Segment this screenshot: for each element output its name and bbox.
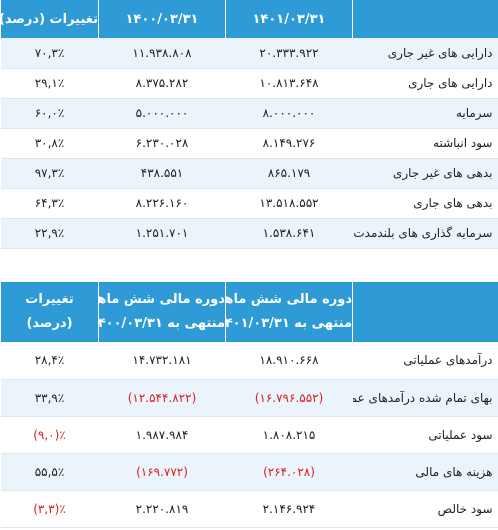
row-label: سود عملیاتی: [352, 416, 498, 454]
income-header-1401: دوره مالی شش ماهه منتهی به ۱۴۰۱/۰۳/۳۱: [225, 282, 353, 342]
balance-row: دارایی های غیر جاری ۲۰.۳۳۳.۹۲۲ ۱۱.۹۳۸.۸۰۸ ۷…: [0, 38, 498, 69]
value-1401: ۱.۸۰۸.۲۱۵: [225, 416, 353, 454]
balance-row: سرمایه گذاری های بلندمدت ۱.۵۳۸.۶۴۱ ۱.۲۵۱.۷…: [0, 218, 498, 249]
row-label: سود خالص: [352, 490, 498, 528]
balance-row: بدهی های جاری ۱۳.۵۱۸.۵۵۲ ۸.۲۲۶.۱۶۰ ۶۴,۳٪: [0, 188, 498, 219]
balance-row: سود انباشته ۸.۱۴۹.۲۷۶ ۶.۲۳۰.۰۲۸ ۳۰,۸٪: [0, 128, 498, 159]
income-header-label: [352, 282, 498, 342]
balance-row: دارایی های جاری ۱۰.۸۱۳.۶۴۸ ۸.۳۷۵.۲۸۲ ۲۹,۱٪: [0, 68, 498, 99]
income-header-1400: دوره مالی شش ماهه منتهی به ۱۴۰۰/۰۳/۳۱: [98, 282, 226, 342]
row-label: سود انباشته: [352, 128, 498, 159]
row-label: هزینه های مالی: [352, 453, 498, 491]
change-percent: ۲۸,۴٪: [0, 342, 99, 380]
row-label: دارایی های جاری: [352, 68, 498, 99]
value-1400: ۸.۳۷۵.۲۸۲: [98, 68, 226, 99]
row-label: بدهی های جاری: [352, 188, 498, 219]
change-percent: ۲۹,۱٪: [0, 68, 99, 99]
value-1401: ۱.۵۳۸.۶۴۱: [225, 218, 353, 249]
change-percent: ۷۰,۳٪: [0, 38, 99, 69]
value-1401: ۱۳.۵۱۸.۵۵۲: [225, 188, 353, 219]
income-row: سود عملیاتی ۱.۸۰۸.۲۱۵ ۱.۹۸۷.۹۸۴ (۹,۰)٪: [0, 416, 498, 454]
value-1401: ۸.۰۰۰.۰۰۰: [225, 98, 353, 129]
income-row: هزینه های مالی (۲۶۴.۰۲۸) (۱۶۹.۷۷۲) ۵۵,۵٪: [0, 453, 498, 491]
income-statement-table: دوره مالی شش ماهه منتهی به ۱۴۰۱/۰۳/۳۱ دو…: [0, 282, 498, 528]
value-1400: (۱۶۹.۷۷۲): [98, 453, 226, 491]
value-1400: ۱۱.۹۳۸.۸۰۸: [98, 38, 226, 69]
income-row: سود خالص ۲.۱۴۶.۹۲۴ ۲.۲۲۰.۸۱۹ (۳,۳)٪: [0, 490, 498, 528]
income-header-1401-line2: منتهی به ۱۴۰۱/۰۳/۳۱: [225, 316, 352, 331]
row-label: دارایی های غیر جاری: [352, 38, 498, 69]
change-percent: ۳۰,۸٪: [0, 128, 99, 159]
income-header-change-line1: تغییرات: [25, 292, 74, 307]
row-label: سرمایه گذاری های بلندمدت: [352, 218, 498, 249]
change-percent: (۹,۰)٪: [0, 416, 99, 454]
income-row: بهای تمام شده درآمدهای عملیاتی(۱۶.۷۹۶.۵۵…: [0, 379, 498, 417]
income-header-1400-line2: منتهی به ۱۴۰۰/۰۳/۳۱: [98, 316, 225, 331]
change-percent: (۳,۳)٪: [0, 490, 99, 528]
balance-header-label: [352, 0, 498, 38]
value-1401: (۲۶۴.۰۲۸): [225, 453, 353, 491]
income-header-change: تغییرات (درصد): [0, 282, 99, 342]
balance-row: سرمایه ۸.۰۰۰.۰۰۰ ۵.۰۰۰.۰۰۰ ۶۰,۰٪: [0, 98, 498, 129]
balance-header-1400: ۱۴۰۰/۰۳/۳۱: [98, 0, 226, 38]
value-1400: ۵.۰۰۰.۰۰۰: [98, 98, 226, 129]
row-label: سرمایه: [352, 98, 498, 129]
balance-header-change: تغییرات (درصد): [0, 0, 99, 38]
value-1401: ۸.۱۴۹.۲۷۶: [225, 128, 353, 159]
income-header-1401-line1: دوره مالی شش ماهه: [225, 292, 352, 307]
value-1401: ۱۸.۹۱۰.۶۶۸: [225, 342, 353, 380]
value-1401: ۲.۱۴۶.۹۲۴: [225, 490, 353, 528]
income-header-change-line2: (درصد): [26, 316, 73, 331]
change-percent: ۶۴,۳٪: [0, 188, 99, 219]
balance-header-1401: ۱۴۰۱/۰۳/۳۱: [225, 0, 353, 38]
income-header-row: دوره مالی شش ماهه منتهی به ۱۴۰۱/۰۳/۳۱ دو…: [0, 282, 498, 342]
value-1400: ۱.۲۵۱.۷۰۱: [98, 218, 226, 249]
value-1401: ۱۰.۸۱۳.۶۴۸: [225, 68, 353, 99]
value-1400: ۱۴.۷۳۲.۱۸۱: [98, 342, 226, 380]
value-1401: ۲۰.۳۳۳.۹۲۲: [225, 38, 353, 69]
change-percent: ۶۰,۰٪: [0, 98, 99, 129]
value-1400: ۱.۹۸۷.۹۸۴: [98, 416, 226, 454]
value-1400: (۱۲.۵۴۴.۸۲۲): [98, 379, 226, 417]
row-label: بهای تمام شده درآمدهای عملیاتی: [352, 379, 498, 417]
row-label: درآمدهای عملیاتی: [352, 342, 498, 380]
balance-row: بدهی های غیر جاری ۸۶۵.۱۷۹ ۴۳۸.۵۵۱ ۹۷,۳٪: [0, 158, 498, 189]
row-label: بدهی های غیر جاری: [352, 158, 498, 189]
value-1400: ۴۳۸.۵۵۱: [98, 158, 226, 189]
value-1400: ۶.۲۳۰.۰۲۸: [98, 128, 226, 159]
income-row: درآمدهای عملیاتی ۱۸.۹۱۰.۶۶۸ ۱۴.۷۳۲.۱۸۱ ۲۸,۴…: [0, 342, 498, 380]
change-percent: ۵۵,۵٪: [0, 453, 99, 491]
change-percent: ۹۷,۳٪: [0, 158, 99, 189]
balance-header-row: ۱۴۰۱/۰۳/۳۱ ۱۴۰۰/۰۳/۳۱ تغییرات (درصد): [0, 0, 498, 38]
value-1400: ۲.۲۲۰.۸۱۹: [98, 490, 226, 528]
balance-sheet-table: ۱۴۰۱/۰۳/۳۱ ۱۴۰۰/۰۳/۳۱ تغییرات (درصد) دار…: [0, 0, 498, 249]
value-1400: ۸.۲۲۶.۱۶۰: [98, 188, 226, 219]
income-header-1400-line1: دوره مالی شش ماهه: [98, 292, 225, 307]
value-1401: ۸۶۵.۱۷۹: [225, 158, 353, 189]
change-percent: ۲۲,۹٪: [0, 218, 99, 249]
change-percent: ۳۳,۹٪: [0, 379, 99, 417]
value-1401: (۱۶.۷۹۶.۵۵۲): [225, 379, 353, 417]
